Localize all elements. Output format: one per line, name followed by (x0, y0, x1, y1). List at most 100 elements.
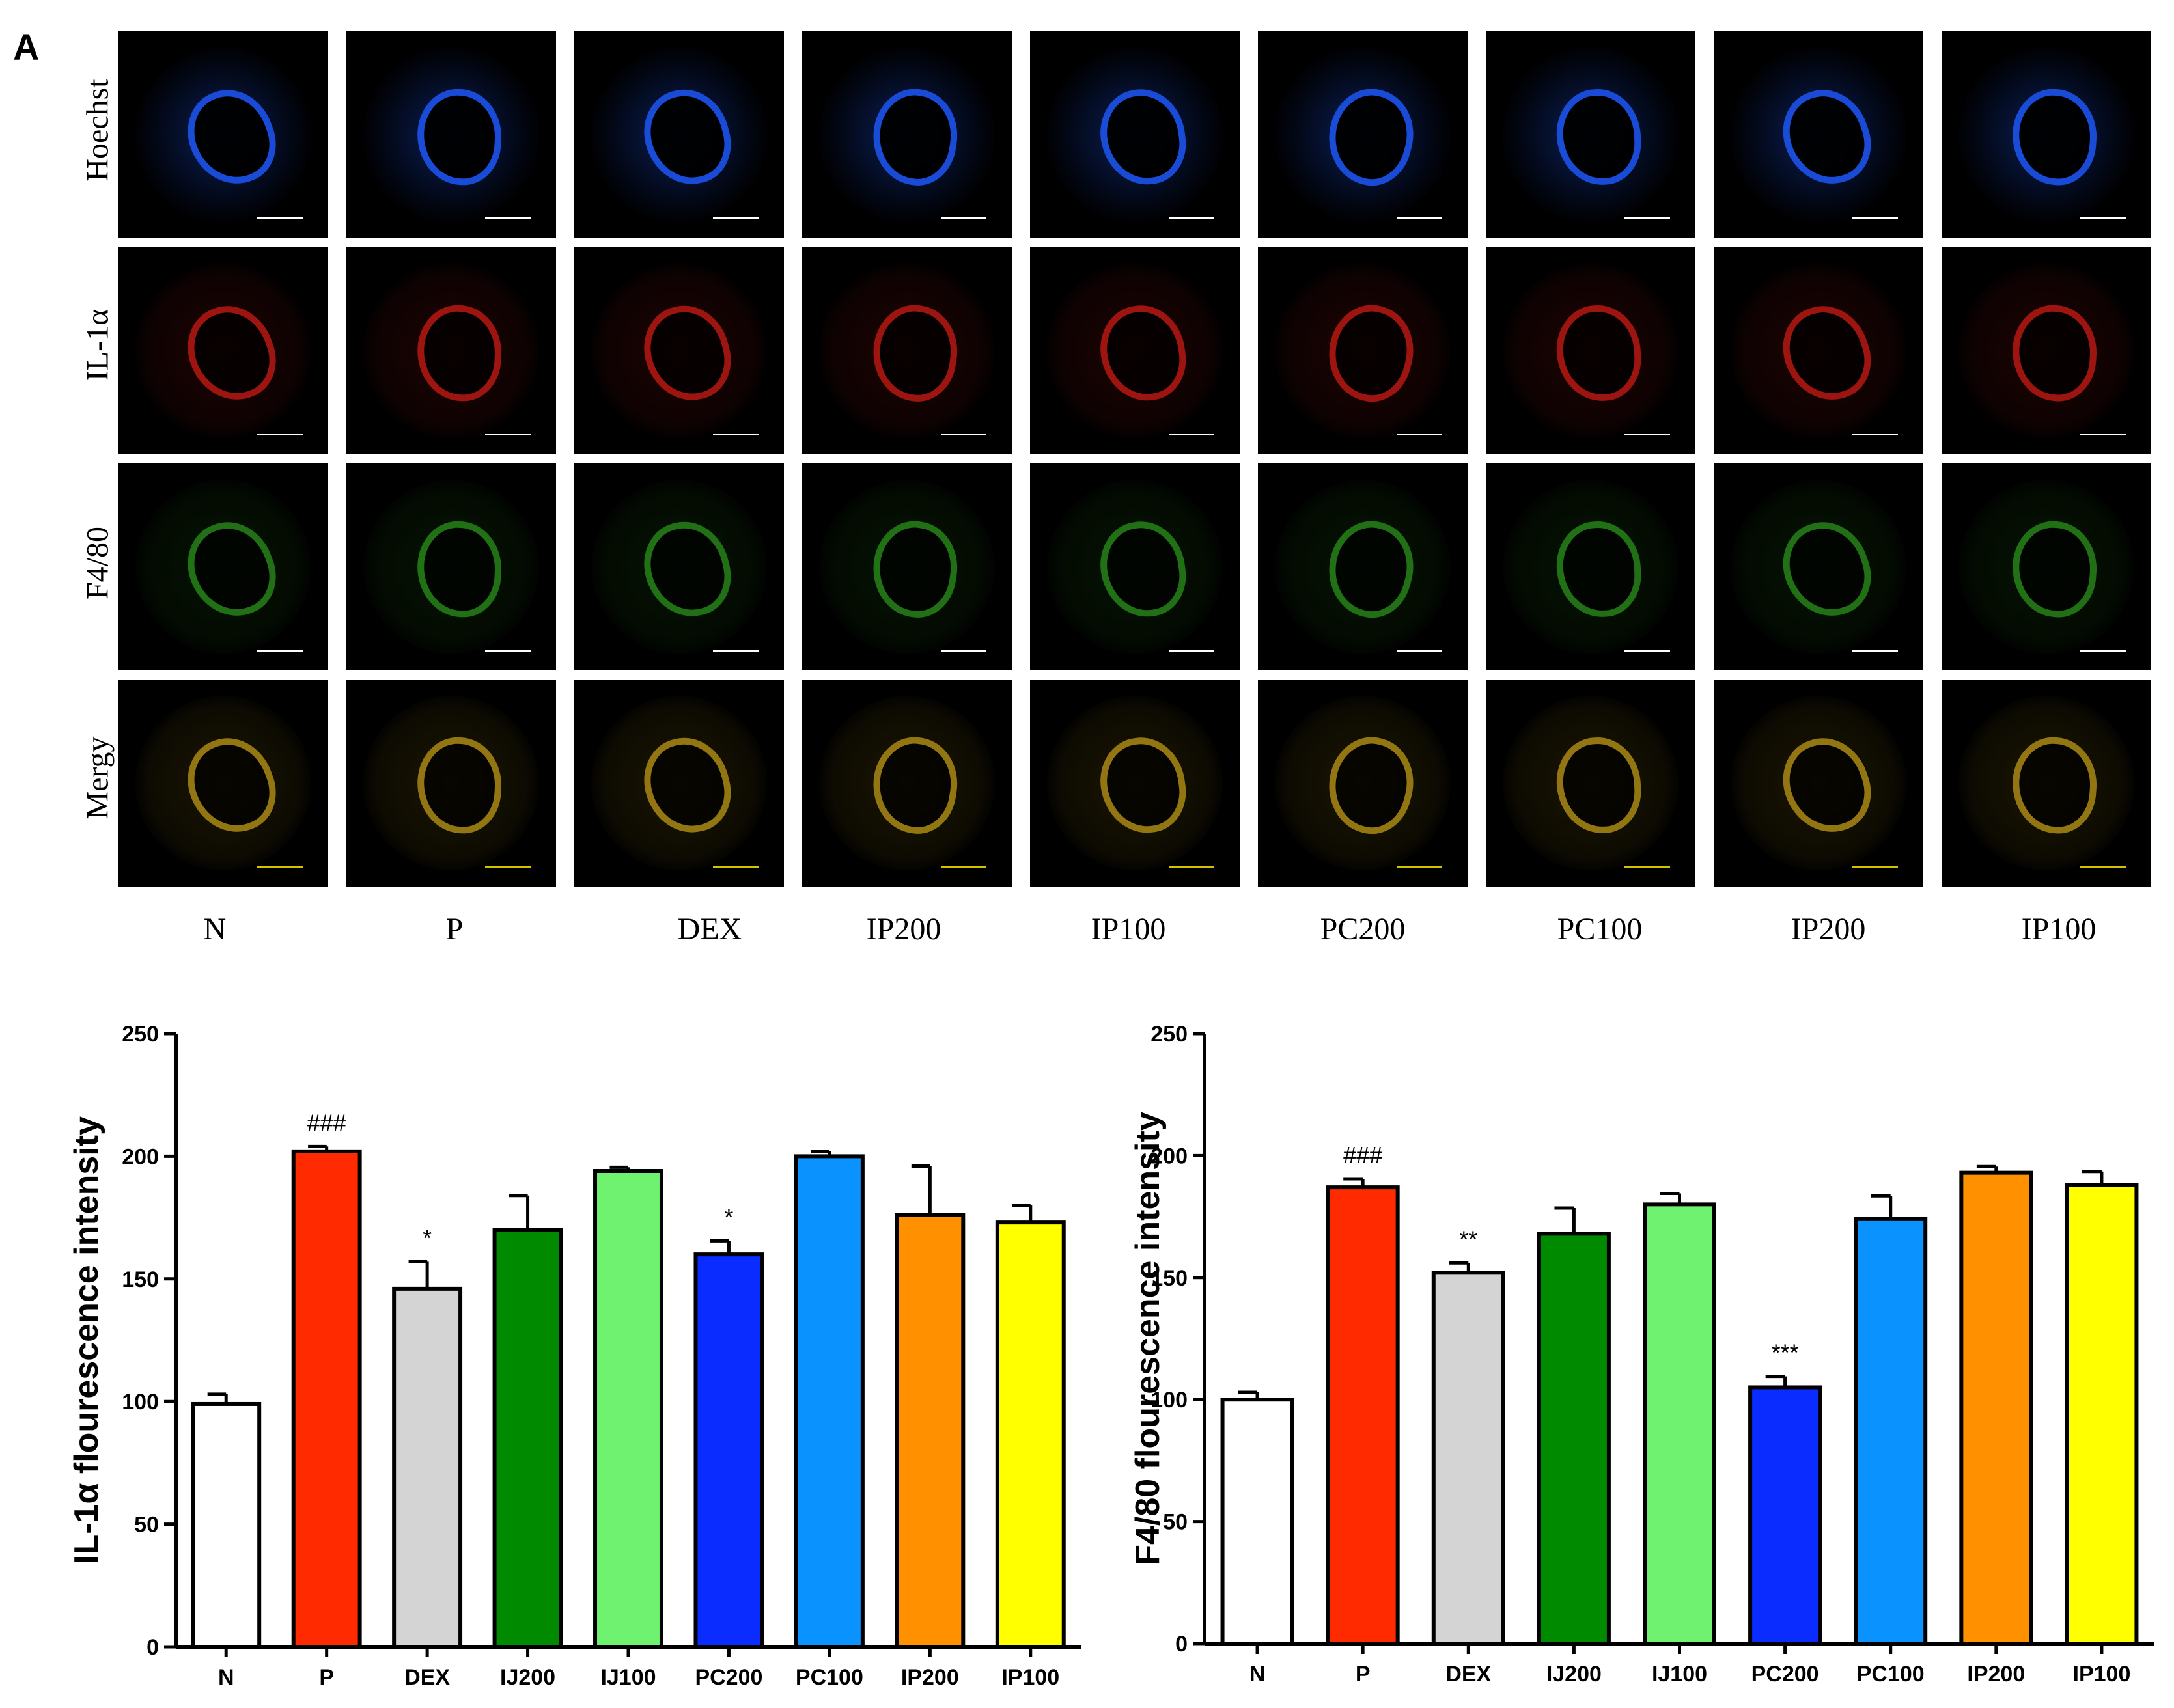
scale-bar (1168, 434, 1215, 436)
bar-ip100 (2065, 1183, 2139, 1646)
scale-bar (712, 866, 759, 868)
bar-ip200 (895, 1213, 966, 1649)
y-tick-label: 150 (122, 1267, 159, 1292)
micrograph-il1a-8 (1714, 247, 1923, 454)
micrograph-il1a-3 (574, 247, 784, 454)
significance-label: ### (1343, 1142, 1382, 1168)
x-tick-label: IP200 (1967, 1662, 2025, 1687)
scale-bar (2080, 217, 2126, 220)
y-tick-label: 250 (122, 1022, 159, 1047)
y-axis-label: IL-1α flourescence intensity (68, 1116, 105, 1564)
column-label-n: N (203, 912, 227, 946)
scale-bar (257, 866, 303, 868)
scale-bar (1168, 866, 1215, 868)
micrograph-il1a-6 (1258, 247, 1468, 454)
scale-bar (1396, 650, 1443, 652)
scale-bar (1396, 434, 1443, 436)
scale-bar (940, 217, 987, 220)
bar-ip200 (1959, 1170, 2033, 1646)
micrograph-mergy-5 (1030, 680, 1240, 887)
x-tick-label: IJ200 (500, 1665, 555, 1690)
scale-bar (257, 434, 303, 436)
y-tick-label: 50 (134, 1513, 159, 1537)
scale-bar (1396, 217, 1443, 220)
bar-dex (1431, 1271, 1505, 1646)
x-tick-label: P (319, 1665, 334, 1690)
micrograph-il1a-9 (1942, 247, 2151, 454)
micrograph-il1a-1 (118, 247, 328, 454)
x-tick-label: PC100 (796, 1665, 863, 1690)
bar-ip100 (995, 1220, 1066, 1649)
scale-bar (257, 650, 303, 652)
y-tick-label: 0 (1175, 1632, 1188, 1657)
scale-bar (1624, 650, 1671, 652)
scale-bar (257, 217, 303, 220)
micrograph-f480-2 (346, 463, 556, 670)
scale-bar (1852, 217, 1899, 220)
column-label-ip100-b: IP100 (2021, 912, 2097, 946)
y-tick-label: 200 (122, 1144, 159, 1169)
scale-bar (484, 650, 531, 652)
micrograph-hoechst-7 (1486, 31, 1695, 238)
x-tick-label: IJ100 (1652, 1662, 1707, 1687)
micrograph-mergy-9 (1942, 680, 2151, 887)
bar-ij200 (492, 1228, 563, 1649)
scale-bar (1396, 866, 1443, 868)
micrograph-il1a-7 (1486, 247, 1695, 454)
bar-pc100 (1854, 1217, 1928, 1646)
scale-bar (2080, 866, 2126, 868)
y-tick-label: 100 (122, 1390, 159, 1414)
bar-dex (392, 1286, 463, 1649)
micrograph-mergy-2 (346, 680, 556, 887)
x-tick-label: N (1249, 1662, 1266, 1687)
micrograph-mergy-4 (802, 680, 1012, 887)
bar-p (291, 1149, 362, 1649)
bar-n (191, 1401, 262, 1649)
row-label-il1a: IL-1α (80, 309, 115, 381)
il1a-bar-chart: 0 50 100 150 200 250 IL-1α flourescence intens… (68, 1022, 1081, 1690)
micrograph-f480-7 (1486, 463, 1695, 670)
significance-label: *** (1772, 1340, 1799, 1366)
bar-pc100 (794, 1154, 865, 1649)
x-tick-label: IJ200 (1546, 1662, 1602, 1687)
micrograph-f480-4 (802, 463, 1012, 670)
bar-p (1326, 1185, 1400, 1646)
bar-pc200 (1748, 1385, 1822, 1646)
scale-bar (1624, 434, 1671, 436)
y-tick-label: 50 (1163, 1510, 1188, 1535)
micrograph-hoechst-4 (802, 31, 1012, 238)
micrograph-mergy-7 (1486, 680, 1695, 887)
significance-label: ### (307, 1109, 346, 1136)
column-label-ip200-b: IP200 (1791, 912, 1866, 946)
micrograph-hoechst-5 (1030, 31, 1240, 238)
micrograph-hoechst-1 (118, 31, 328, 238)
f480-bar-chart: 0 50 100 150 200 250 F4/80 flourescence intens… (1129, 1022, 2154, 1687)
y-tick-label: 200 (1150, 1144, 1188, 1168)
y-tick-label: 250 (1150, 1022, 1188, 1047)
micrograph-mergy-3 (574, 680, 784, 887)
micrograph-f480-5 (1030, 463, 1240, 670)
y-tick-label: 150 (1150, 1266, 1188, 1291)
scale-bar (940, 434, 987, 436)
scale-bar (1624, 217, 1671, 220)
micrograph-hoechst-2 (346, 31, 556, 238)
x-tick-label: IJ100 (600, 1665, 656, 1690)
scale-bar (2080, 650, 2126, 652)
scale-bar (940, 650, 987, 652)
x-tick-label: IP100 (1001, 1665, 1059, 1690)
significance-label: ** (1459, 1226, 1477, 1252)
micrograph-il1a-4 (802, 247, 1012, 454)
x-tick-label: PC200 (695, 1665, 762, 1690)
scale-bar (1168, 650, 1215, 652)
bar-ij200 (1537, 1232, 1611, 1646)
x-tick-label: DEX (404, 1665, 450, 1690)
micrograph-hoechst-3 (574, 31, 784, 238)
row-label-mergy: Mergy (80, 736, 115, 820)
column-label-ip100: IP100 (1091, 912, 1166, 946)
scale-bar (1624, 866, 1671, 868)
x-tick-label: DEX (1445, 1662, 1491, 1687)
micrograph-grid: Hoechst IL-1α F4/80 Mergy N P DEX IP200 … (80, 31, 2151, 946)
panel-label: A (13, 27, 40, 68)
micrograph-il1a-5 (1030, 247, 1240, 454)
scale-bar (1852, 434, 1899, 436)
